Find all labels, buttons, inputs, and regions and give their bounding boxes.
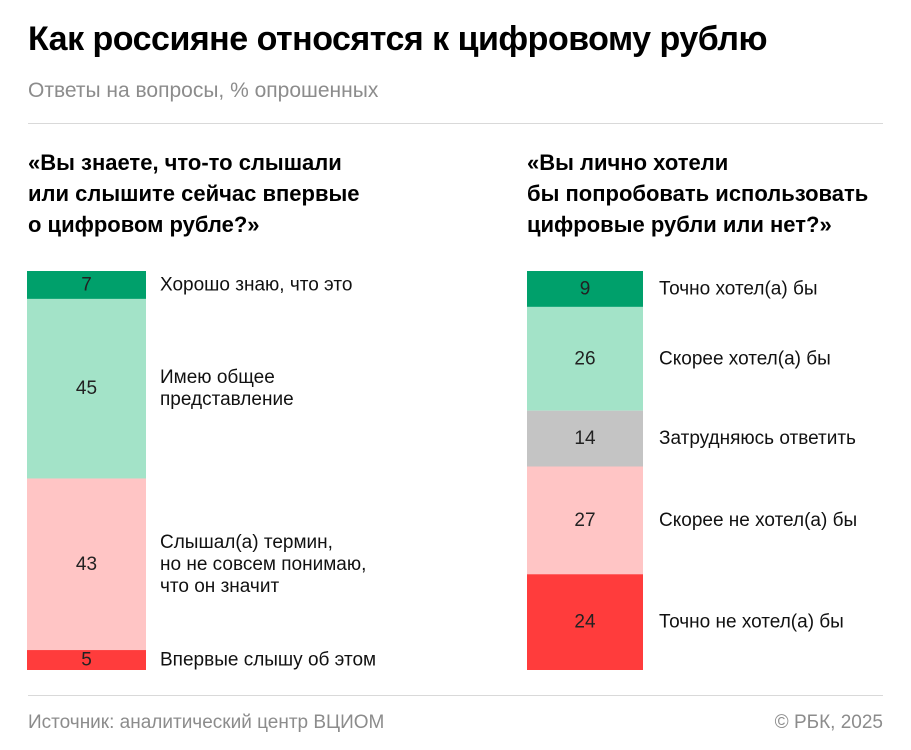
value-label-willingness-3: 14: [574, 428, 596, 449]
category-label-awareness-3: Слышал(а) термин, но не совсем понимаю, чт…: [160, 532, 366, 597]
question-willingness-line: бы попробовать использовать: [527, 181, 869, 206]
bar-segment-awareness-1: [27, 271, 146, 299]
value-label-willingness-5: 24: [574, 612, 596, 633]
top-divider: [28, 123, 883, 124]
category-label-willingness-3: Затрудняюсь ответить: [659, 428, 856, 449]
value-label-awareness-2: 45: [76, 378, 97, 399]
category-label-awareness-4: Впервые слышу об этом: [160, 650, 376, 671]
value-label-willingness-1: 9: [580, 278, 591, 299]
chart-subtitle: Ответы на вопросы, % опрошенных: [28, 79, 379, 102]
bar-segment-willingness-3: [527, 410, 643, 467]
bar-segment-awareness-4: [27, 650, 146, 670]
category-label-willingness-2: Скорее хотел(а) бы: [659, 348, 831, 369]
value-label-awareness-1: 7: [81, 274, 92, 295]
bottom-divider: [28, 695, 883, 696]
category-label-willingness-1: Точно хотел(а) бы: [659, 278, 818, 299]
copyright-note: © РБК, 2025: [774, 712, 883, 733]
chart-title: Как россияне относятся к цифровому рублю: [28, 20, 768, 58]
bar-segment-willingness-2: [527, 306, 643, 411]
bar-segment-willingness-4: [527, 466, 643, 575]
value-label-willingness-2: 26: [574, 348, 595, 369]
question-willingness-line: «Вы лично хотели: [527, 150, 729, 175]
question-willingness: «Вы лично хотели бы попробовать использо…: [527, 147, 897, 240]
question-awareness-line: о цифровом рубле?»: [28, 212, 260, 237]
bar-segment-awareness-2: [27, 298, 146, 479]
bar-segment-willingness-5: [527, 574, 643, 670]
value-label-willingness-4: 27: [574, 510, 595, 531]
bar-segment-willingness-1: [527, 271, 643, 307]
bar-segment-awareness-3: [27, 478, 146, 651]
question-willingness-line: цифровые рубли или нет?»: [527, 212, 832, 237]
category-label-awareness-1: Хорошо знаю, что это: [160, 274, 352, 295]
question-awareness-line: «Вы знаете, что-то слышали: [28, 150, 342, 175]
category-label-awareness-2: Имею общее представление: [160, 367, 294, 410]
category-label-willingness-5: Точно не хотел(а) бы: [659, 612, 844, 633]
value-label-awareness-3: 43: [76, 554, 97, 575]
value-label-awareness-4: 5: [81, 650, 92, 671]
category-label-willingness-4: Скорее не хотел(а) бы: [659, 510, 857, 531]
question-awareness: «Вы знаете, что-то слышали или слышите с…: [28, 147, 398, 240]
source-note: Источник: аналитический центр ВЦИОМ: [28, 712, 385, 733]
question-awareness-line: или слышите сейчас впервые: [28, 181, 360, 206]
